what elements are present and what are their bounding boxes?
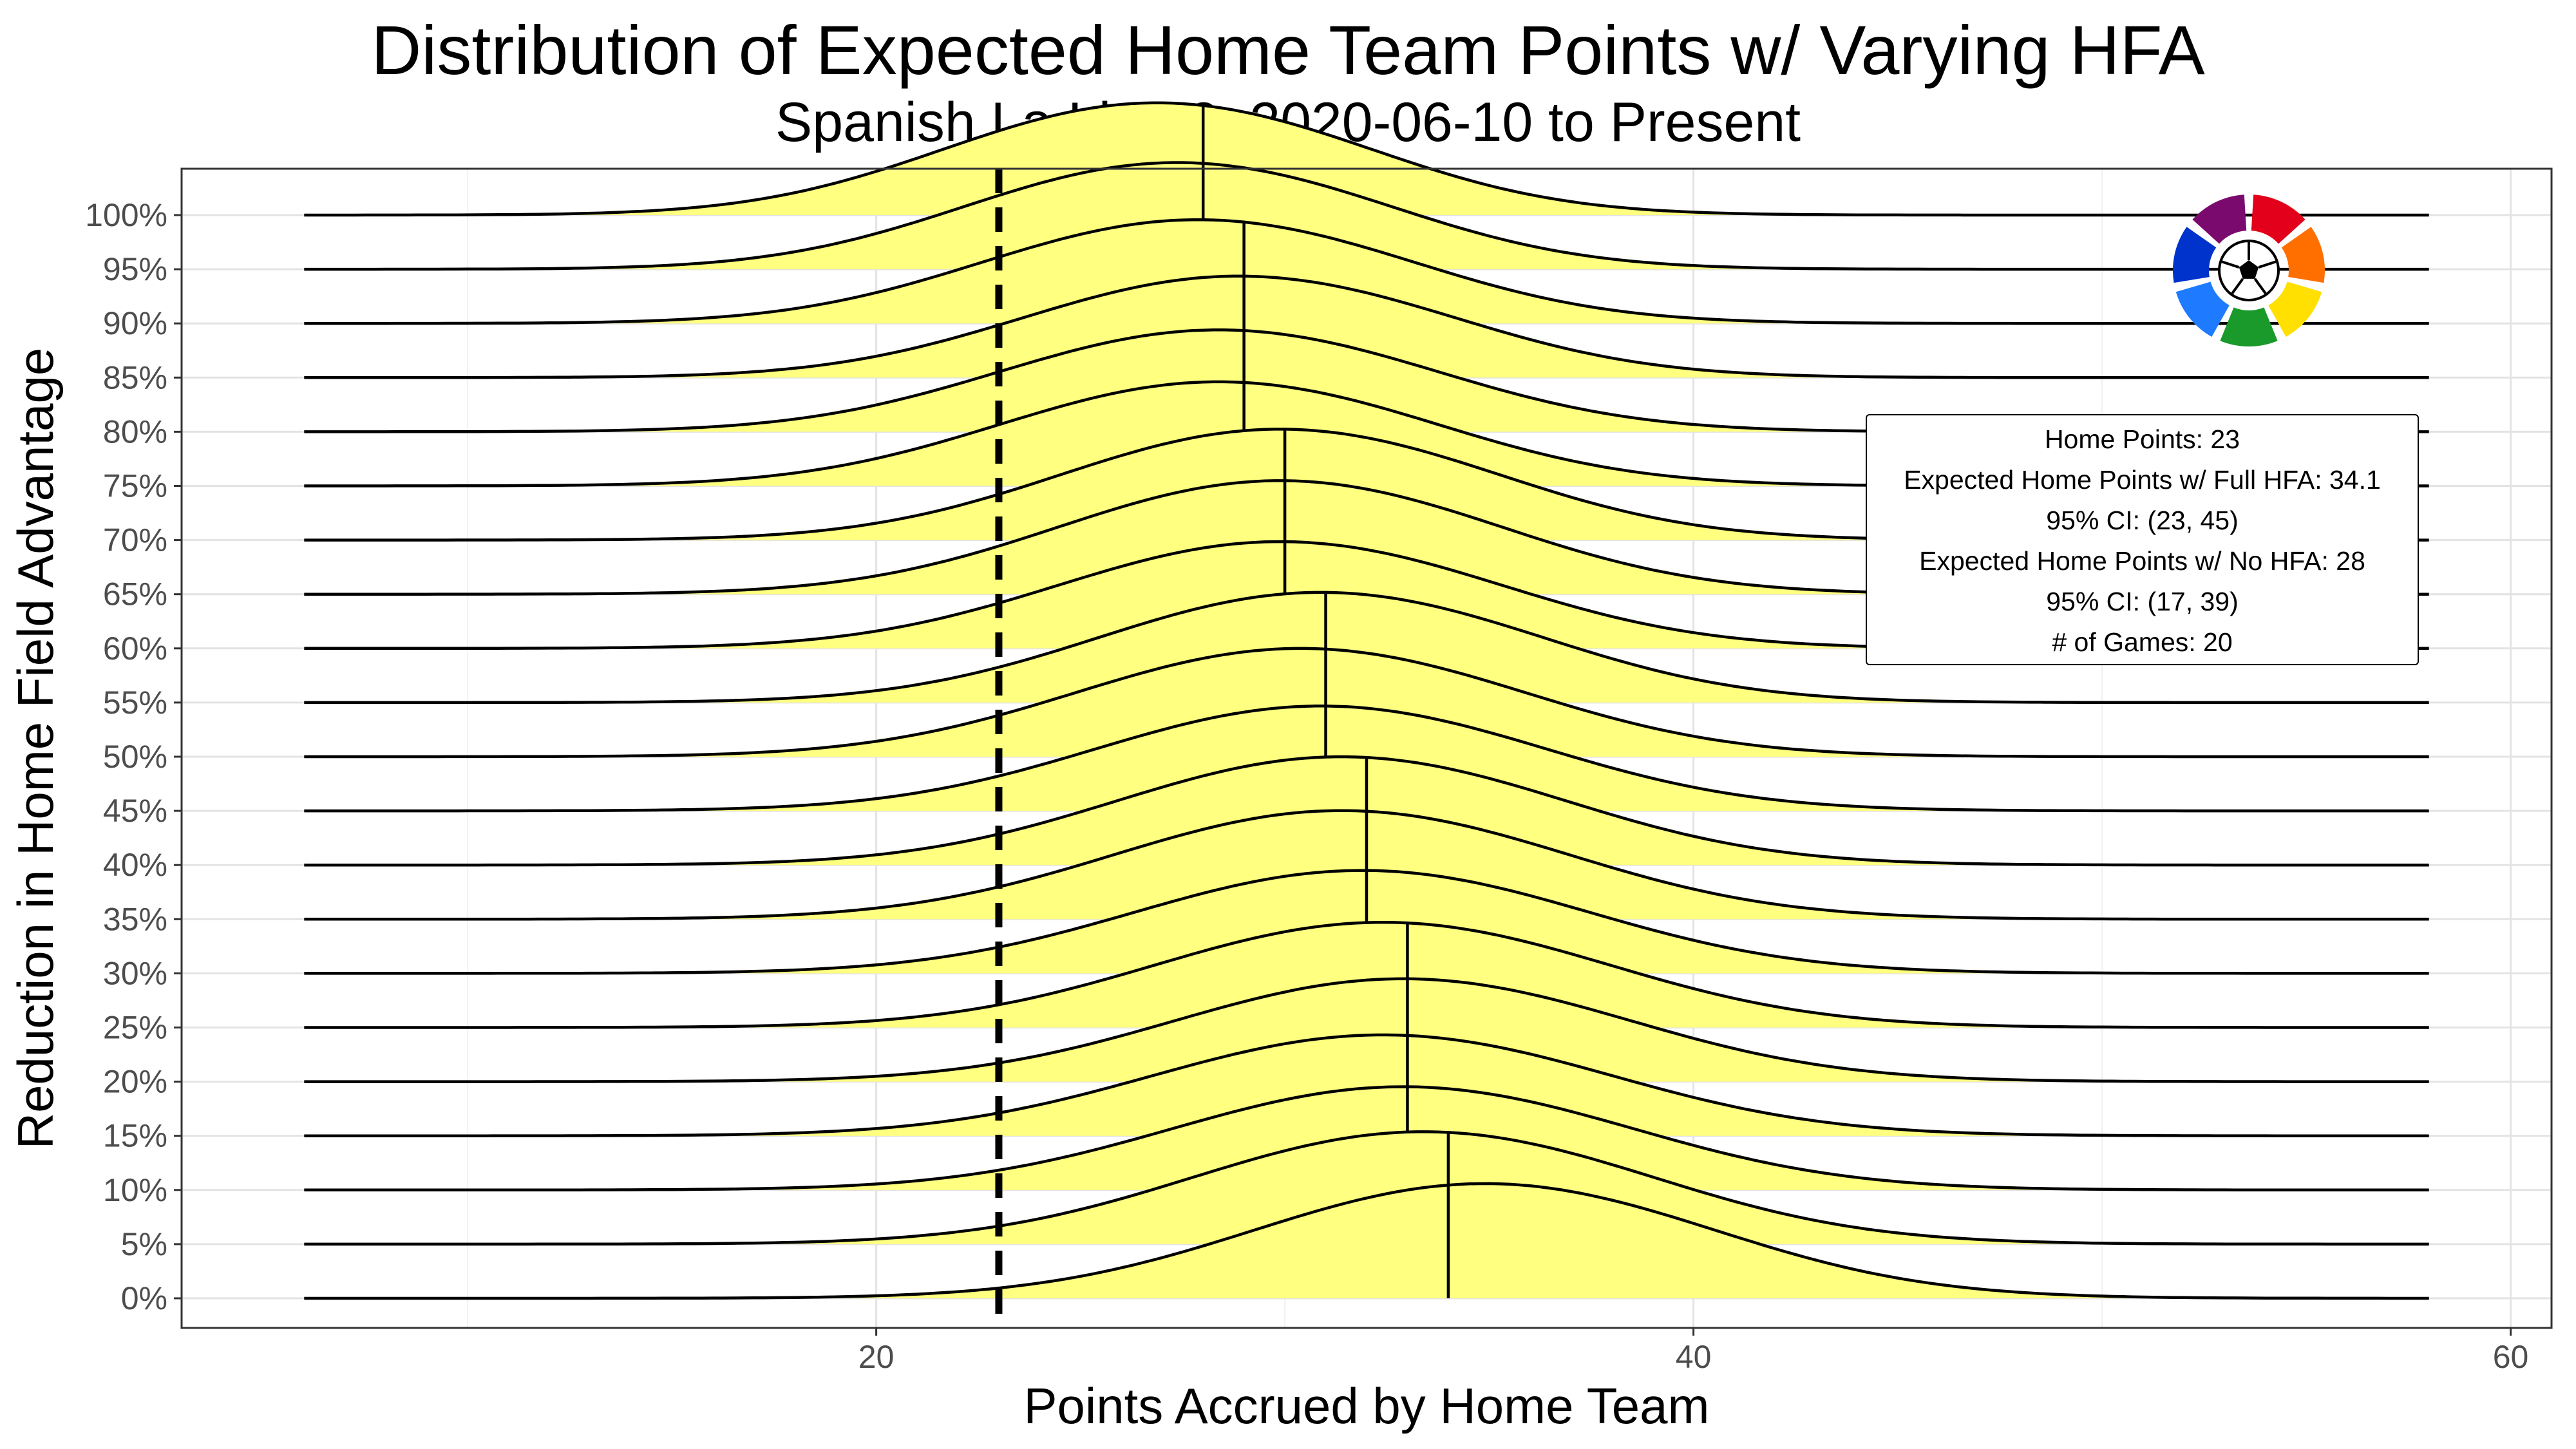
y-tick-label: 55%	[103, 685, 167, 721]
ridge-line	[304, 591, 2429, 705]
ridge-line	[304, 977, 2429, 1083]
football-patch	[2239, 260, 2259, 279]
ridge-line	[304, 1130, 2429, 1246]
info-games: # of Games: 20	[2052, 627, 2233, 657]
y-tick-label: 65%	[103, 576, 167, 612]
info-home-points: Home Points: 23	[2044, 424, 2240, 454]
ridge-line	[304, 274, 2429, 379]
ridge-line	[304, 161, 2429, 271]
ridge-fill	[304, 162, 2429, 270]
y-tick-label: 15%	[103, 1118, 167, 1154]
y-tick-label: 75%	[103, 468, 167, 504]
info-ci-full-hfa: 95% CI: (23, 45)	[2046, 506, 2239, 535]
ridge-line	[304, 218, 2429, 325]
ridge-line	[304, 1085, 2429, 1192]
ridge-fill	[304, 1132, 2429, 1244]
logo-segment	[2251, 194, 2306, 244]
ridge-fill	[304, 381, 2429, 486]
info-expected-no-hfa: Expected Home Points w/ No HFA: 28	[1919, 546, 2365, 576]
laliga-logo	[2172, 194, 2325, 347]
ridge-line	[304, 101, 2429, 217]
ridge-fill	[304, 1035, 2429, 1136]
ridge-line	[304, 647, 2429, 759]
y-tick-label: 50%	[103, 739, 167, 775]
y-tick-label: 45%	[103, 793, 167, 829]
info-box: Home Points: 23 Expected Home Points w/ …	[1866, 414, 2419, 665]
info-expected-full-hfa: Expected Home Points w/ Full HFA: 34.1	[1904, 465, 2381, 495]
plot-border	[180, 167, 2553, 1329]
logo-segment	[2172, 227, 2217, 283]
ridge-fill	[304, 102, 2429, 215]
logo-segment	[2268, 281, 2322, 337]
ridge-fill	[304, 220, 2429, 324]
ridge-fill	[304, 978, 2429, 1082]
ridge-fill	[304, 592, 2429, 703]
chart-title: Distribution of Expected Home Team Point…	[371, 11, 2205, 89]
y-tick-label: 70%	[103, 522, 167, 558]
logo-segment	[2220, 307, 2278, 347]
logo-segment	[2192, 194, 2247, 244]
ridge-line	[304, 705, 2429, 813]
y-tick-label: 0%	[121, 1280, 167, 1316]
y-tick-label: 85%	[103, 359, 167, 395]
ridge-fill	[304, 276, 2429, 378]
football-seam	[2231, 278, 2244, 294]
logo-segment	[2281, 227, 2325, 283]
football-seam	[2258, 260, 2277, 269]
ridge-fill	[304, 922, 2429, 1028]
x-tick-label: 20	[858, 1339, 895, 1375]
x-axis-title: Points Accrued by Home Team	[1023, 1378, 1709, 1434]
y-tick-label: 40%	[103, 847, 167, 883]
x-tick-label: 60	[2493, 1339, 2529, 1375]
ridge-line	[304, 1033, 2429, 1137]
y-tick-label: 20%	[103, 1064, 167, 1100]
y-tick-label: 90%	[103, 305, 167, 341]
ridge-fill	[304, 330, 2429, 432]
x-tick-label: 40	[1676, 1339, 1712, 1375]
y-tick-label: 95%	[103, 251, 167, 287]
ridge-line	[304, 755, 2429, 867]
info-ci-no-hfa: 95% CI: (17, 39)	[2046, 587, 2239, 616]
y-tick-label: 60%	[103, 630, 167, 667]
ridge-fill	[304, 648, 2429, 757]
ridge-fill	[304, 1183, 2429, 1298]
ridge-line	[304, 1182, 2429, 1300]
y-tick-label: 30%	[103, 955, 167, 991]
football-seam	[2221, 260, 2240, 269]
y-tick-label: 100%	[85, 197, 167, 233]
y-tick-label: 10%	[103, 1172, 167, 1208]
ridge-fill	[304, 480, 2429, 594]
y-axis-title: Reduction in Home Field Advantage	[7, 348, 64, 1149]
logo-segment	[2175, 281, 2230, 337]
y-tick-label: 25%	[103, 1010, 167, 1046]
y-tick-label: 5%	[121, 1226, 167, 1262]
y-tick-label: 35%	[103, 901, 167, 937]
y-tick-label: 80%	[103, 413, 167, 450]
ridge-line	[304, 920, 2429, 1029]
football-seam	[2253, 278, 2267, 294]
ridge-line	[304, 869, 2429, 975]
ridge-fill	[304, 429, 2429, 540]
